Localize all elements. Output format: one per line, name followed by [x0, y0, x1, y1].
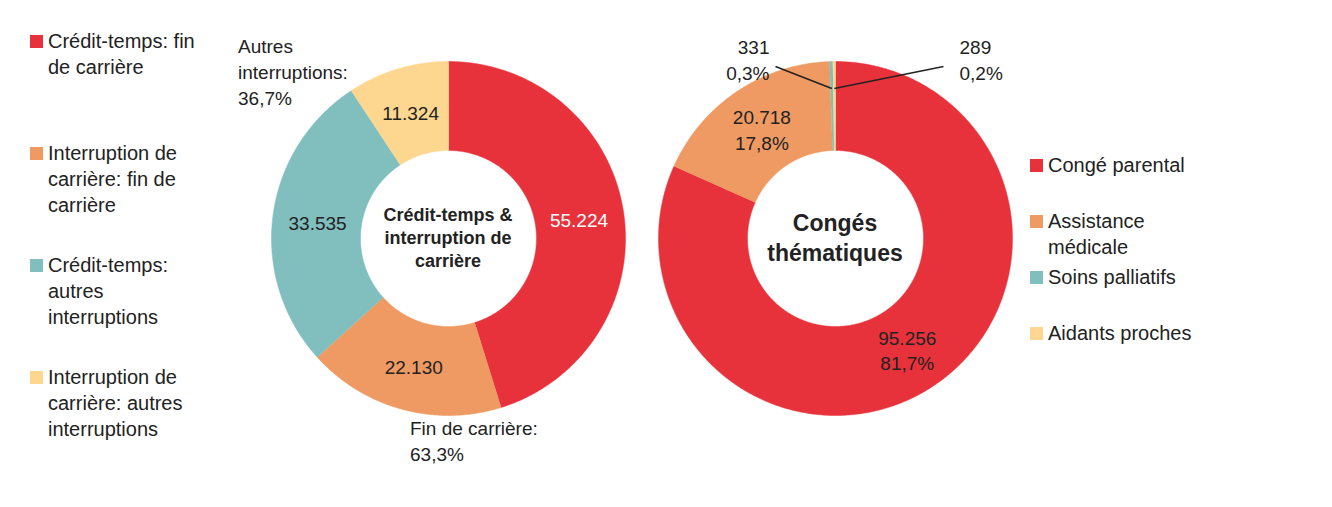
html-text:Interruption de carrière: autr: Interruption de carrière: autres interru…: [48, 366, 183, 440]
html-text:Crédit-temps & interruption de: Crédit-temps & interruption de carrière: [383, 204, 513, 271]
svg-text:33.53533535: 33.53533535: [288, 213, 346, 234]
svg-text:2890,2%0.2: 2890,2%0.2: [960, 37, 1003, 84]
svg-text:11.32411324: 11.32411324: [382, 103, 439, 124]
html-text:63,3%: 63,3%: [410, 444, 464, 465]
svg-text:55.22455224: 55.22455224: [550, 210, 609, 231]
svg-text:95.25681,7%81.7: 95.25681,7%81.7: [878, 328, 936, 375]
html-text:Fin de carrière:: Fin de carrière:: [410, 418, 538, 439]
html-text:Assistance médicale: Assistance médicale: [1048, 210, 1145, 258]
html-text:Congés thématiques: Congés thématiques: [767, 210, 903, 266]
html-text:Aidants proches: Aidants proches: [1048, 322, 1192, 344]
svg-text:3310,3%0.3: 3310,3%0.3: [726, 37, 769, 84]
html-text:Autres interruptions:: Autres interruptions:: [238, 36, 348, 83]
html-text:Crédit-temps: autres interrupt: Crédit-temps: autres interruptions: [48, 254, 168, 328]
html-text:Crédit-temps: fin de carrière: Crédit-temps: fin de carrière: [48, 30, 195, 78]
html-text:Interruption de carrière: fin: Interruption de carrière: fin de carrièr…: [48, 142, 177, 216]
svg-text:22.13022130: 22.13022130: [385, 357, 443, 378]
html-text:Congé parental: Congé parental: [1048, 154, 1185, 176]
svg-text:20.71817,8%17.8: 20.71817,8%17.8: [733, 107, 791, 154]
html-text:36,7%: 36,7%: [238, 88, 292, 109]
html-text:Soins palliatifs: Soins palliatifs: [1048, 266, 1176, 288]
